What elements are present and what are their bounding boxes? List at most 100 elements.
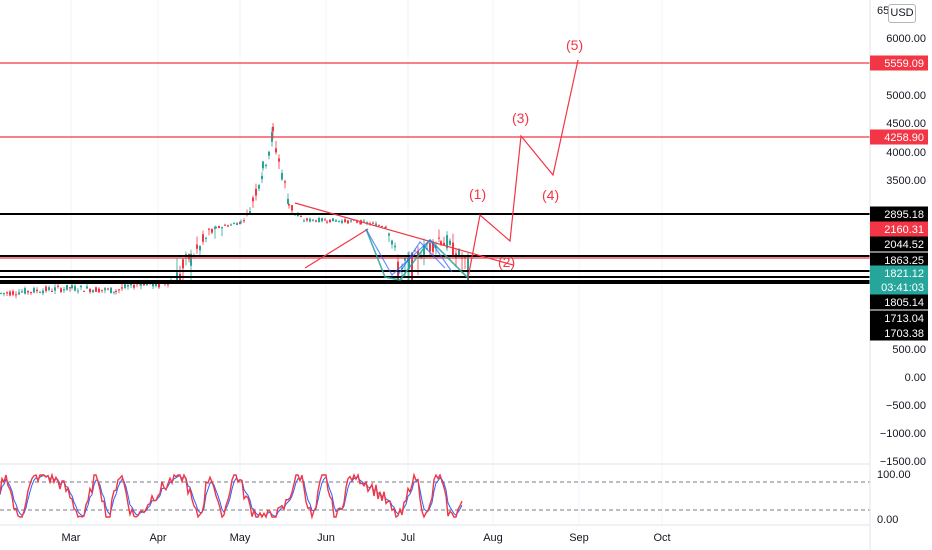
- candle-body: [101, 289, 103, 291]
- price-tag-2: 2895.18: [870, 206, 928, 222]
- descending-trendline[interactable]: [294, 202, 514, 266]
- candle-body: [21, 291, 23, 293]
- candle-body: [326, 221, 328, 223]
- price-tag-9: 1713.04: [870, 310, 928, 326]
- candle-body: [321, 218, 323, 222]
- price-tag-7: 03:41:03: [870, 279, 928, 295]
- price-tick-4: 3500.00: [886, 175, 926, 187]
- price-tick-0: 6000.00: [886, 33, 926, 45]
- candle-body: [309, 218, 311, 222]
- time-label-jul: Jul: [401, 532, 415, 544]
- candle-body: [258, 185, 260, 189]
- candle-body: [275, 148, 277, 153]
- svg-text:1703.38: 1703.38: [884, 328, 924, 340]
- candle-body: [272, 126, 274, 132]
- candle-body: [249, 211, 251, 215]
- candle-body: [230, 224, 232, 226]
- candle-body: [388, 233, 390, 236]
- candle-body: [66, 284, 68, 290]
- candle-body: [350, 220, 352, 222]
- horizontal-levels[interactable]: [0, 62, 870, 284]
- candle-body: [89, 288, 91, 293]
- candle-body: [42, 290, 44, 294]
- svg-text:2895.18: 2895.18: [884, 209, 924, 221]
- price-candles: [0, 123, 469, 299]
- candle-body: [60, 288, 62, 292]
- candle-body: [199, 246, 201, 251]
- candle-body: [83, 290, 85, 292]
- candle-body: [39, 292, 41, 294]
- candle-body: [300, 215, 302, 217]
- candle-body: [15, 294, 17, 296]
- candle-body: [127, 285, 129, 287]
- svg-text:1713.04: 1713.04: [884, 313, 924, 325]
- candle-body: [464, 256, 466, 258]
- candle-body: [133, 284, 135, 288]
- candle-body: [394, 245, 396, 248]
- price-tick-1: 5000.00: [886, 90, 926, 102]
- candle-body: [449, 240, 451, 245]
- candle-body: [265, 164, 267, 166]
- candle-body: [233, 223, 235, 225]
- ascending-trendline[interactable]: [304, 228, 369, 269]
- elliott-projection[interactable]: [467, 59, 579, 279]
- harmonic-pattern-3[interactable]: [397, 241, 446, 276]
- candle-body: [239, 221, 241, 224]
- candle-body: [30, 291, 32, 293]
- candle-body: [414, 250, 416, 252]
- candle-body: [252, 197, 254, 202]
- candle-body: [57, 285, 59, 287]
- candle-body: [54, 287, 56, 291]
- candle-body: [391, 240, 393, 245]
- time-label-jun: Jun: [317, 532, 335, 544]
- candle-body: [86, 286, 88, 289]
- price-tag-3: 2160.31: [870, 221, 928, 237]
- harmonic-pattern-2[interactable]: [365, 228, 453, 276]
- candle-body: [6, 292, 8, 294]
- time-label-mar: Mar: [62, 532, 81, 544]
- candle-body: [262, 161, 264, 169]
- candle-body: [372, 222, 374, 224]
- candle-body: [255, 188, 257, 196]
- candle-body: [218, 226, 220, 229]
- candle-body: [278, 158, 280, 162]
- candle-body: [92, 290, 94, 293]
- candle-body: [36, 289, 38, 292]
- candle-body: [45, 286, 47, 292]
- candle-body: [381, 226, 383, 228]
- svg-text:5559.09: 5559.09: [884, 58, 924, 70]
- stoch-k-line: [0, 472, 463, 520]
- candle-body: [411, 252, 413, 282]
- wave-label-1: (1): [469, 186, 486, 202]
- candle-body: [423, 246, 425, 257]
- candle-body: [140, 283, 142, 286]
- price-tag-8: 1805.14: [870, 294, 928, 310]
- candle-body: [3, 293, 5, 295]
- candle-body: [71, 285, 73, 289]
- candle-body: [356, 221, 358, 223]
- time-label-apr: Apr: [149, 532, 166, 544]
- candle-body: [196, 244, 198, 249]
- candle-body: [0, 292, 2, 294]
- time-label-oct: Oct: [653, 532, 670, 544]
- candle-body: [33, 288, 35, 293]
- candle-body: [261, 175, 263, 180]
- candle-body: [205, 237, 207, 239]
- candle-body: [306, 218, 308, 221]
- candle-body: [211, 228, 213, 233]
- harmonic-pattern-1[interactable]: [365, 228, 469, 281]
- candle-body: [429, 243, 431, 252]
- candle-body: [240, 221, 242, 223]
- candle-body: [318, 217, 320, 223]
- price-tick-7: −500.00: [886, 400, 926, 412]
- price-tag-1: 4258.90: [870, 129, 928, 145]
- candle-body: [215, 226, 217, 229]
- candle-body: [329, 219, 331, 223]
- currency-button[interactable]: USD: [888, 4, 916, 23]
- candle-body: [95, 287, 97, 292]
- candle-body: [185, 254, 187, 256]
- price-tag-0: 5559.09: [870, 55, 928, 71]
- svg-text:1805.14: 1805.14: [884, 297, 924, 309]
- candle-body: [440, 241, 442, 245]
